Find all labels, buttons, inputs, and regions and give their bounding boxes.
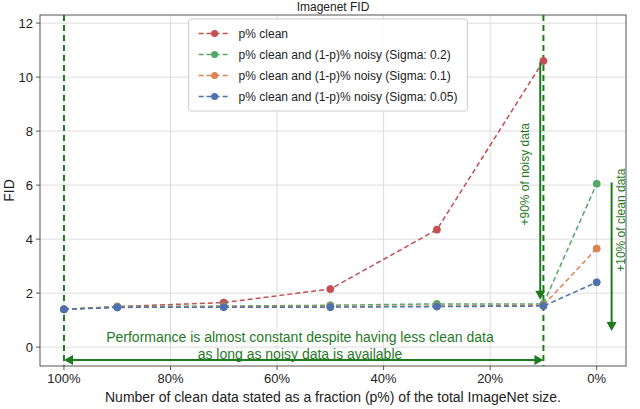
y-tick: [36, 131, 40, 132]
arrow-head: [534, 355, 543, 365]
x-tick: [63, 366, 64, 370]
y-tick-label: 12: [19, 16, 33, 31]
legend-box: [189, 19, 468, 111]
arrow: [535, 62, 545, 300]
y-tick-label: 6: [26, 178, 33, 193]
series-point: [433, 303, 440, 310]
reference-line: [542, 15, 544, 366]
annotation: as long as noisy data is available: [198, 346, 403, 362]
y-tick: [36, 23, 40, 24]
legend-label: p% clean: [239, 27, 288, 41]
y-tick-label: 2: [26, 286, 33, 301]
x-tick: [383, 366, 384, 370]
title: Imagenet FID: [297, 0, 370, 14]
y-tick: [36, 77, 40, 78]
x-grid-line: [170, 15, 171, 366]
series-point: [327, 303, 334, 310]
legend-marker: [211, 72, 218, 79]
y-grid-line: [40, 131, 626, 132]
x-tick: [170, 366, 171, 370]
legend-marker: [211, 51, 218, 58]
series-point: [114, 304, 121, 311]
annotation: +10% of clean data: [614, 168, 628, 271]
series-point: [114, 303, 121, 310]
series-point: [220, 304, 227, 311]
x-tick-label: 0%: [587, 371, 606, 386]
y-tick-label: 8: [26, 124, 33, 139]
legend-marker: [211, 93, 218, 100]
y-grid-line: [40, 185, 626, 186]
legend-label: p% clean and (1-p)% noisy (Sigma: 0.2): [239, 48, 451, 62]
arrow-head: [64, 355, 73, 365]
y-tick: [36, 347, 40, 348]
series-point: [220, 303, 227, 310]
x-tick: [490, 366, 491, 370]
x-grid-line: [63, 15, 64, 366]
y-axis-label: FID: [1, 179, 17, 202]
y-tick: [36, 185, 40, 186]
series-point: [60, 306, 67, 313]
series-point: [593, 279, 600, 286]
x-tick-label: 60%: [264, 371, 290, 386]
x-tick-label: 100%: [47, 371, 81, 386]
arrow-head: [607, 322, 617, 331]
arrow-shaft: [539, 62, 541, 293]
plot-area: [60, 15, 600, 366]
background: [0, 0, 640, 409]
series-point: [114, 303, 121, 310]
x-axis-label: Number of clean data stated as a fractio…: [105, 389, 561, 405]
plot-frame: [40, 15, 626, 366]
x-tick-label: 80%: [158, 371, 184, 386]
series-point: [433, 303, 440, 310]
annotation: +90% of noisy data: [518, 123, 532, 226]
series-point: [327, 286, 334, 293]
x-tick-label: 20%: [477, 371, 503, 386]
x-tick: [277, 366, 278, 370]
legend-marker: [211, 30, 218, 37]
x-tick-label: 40%: [371, 371, 397, 386]
x-grid-line: [596, 15, 597, 366]
arrow-head: [535, 291, 545, 300]
arrow-shaft: [611, 182, 613, 324]
chart: 100% 80% 60% 40% 20% 0% 0 2 4 6 8 10 12 +90% of noisy…: [0, 0, 640, 409]
series-point: [60, 306, 67, 313]
series-point: [60, 306, 67, 313]
y-tick: [36, 239, 40, 240]
series-point: [60, 306, 67, 313]
x-grid-line: [490, 15, 491, 366]
y-tick-label: 0: [26, 340, 33, 355]
series-line: [64, 184, 597, 310]
grid: [40, 15, 626, 366]
legend: p% clean p% clean and (1-p)% noisy (Sigma…: [189, 19, 468, 111]
series-point: [433, 226, 440, 233]
series-line: [64, 61, 543, 309]
series-point: [114, 304, 121, 311]
series-point: [593, 180, 600, 187]
y-tick-label: 10: [19, 70, 33, 85]
series-line: [64, 249, 597, 310]
y-tick: [36, 293, 40, 294]
series-point: [327, 304, 334, 311]
legend-label: p% clean and (1-p)% noisy (Sigma: 0.1): [239, 69, 451, 83]
reference-line: [63, 15, 65, 366]
legend-label: p% clean and (1-p)% noisy (Sigma: 0.05): [239, 90, 458, 104]
series-point: [593, 245, 600, 252]
annotation: Performance is almost constant despite h…: [106, 329, 494, 345]
series-point: [540, 302, 547, 309]
y-grid-line: [40, 239, 626, 240]
y-tick-label: 4: [26, 232, 33, 247]
series-point: [540, 303, 547, 310]
x-tick: [596, 366, 597, 370]
